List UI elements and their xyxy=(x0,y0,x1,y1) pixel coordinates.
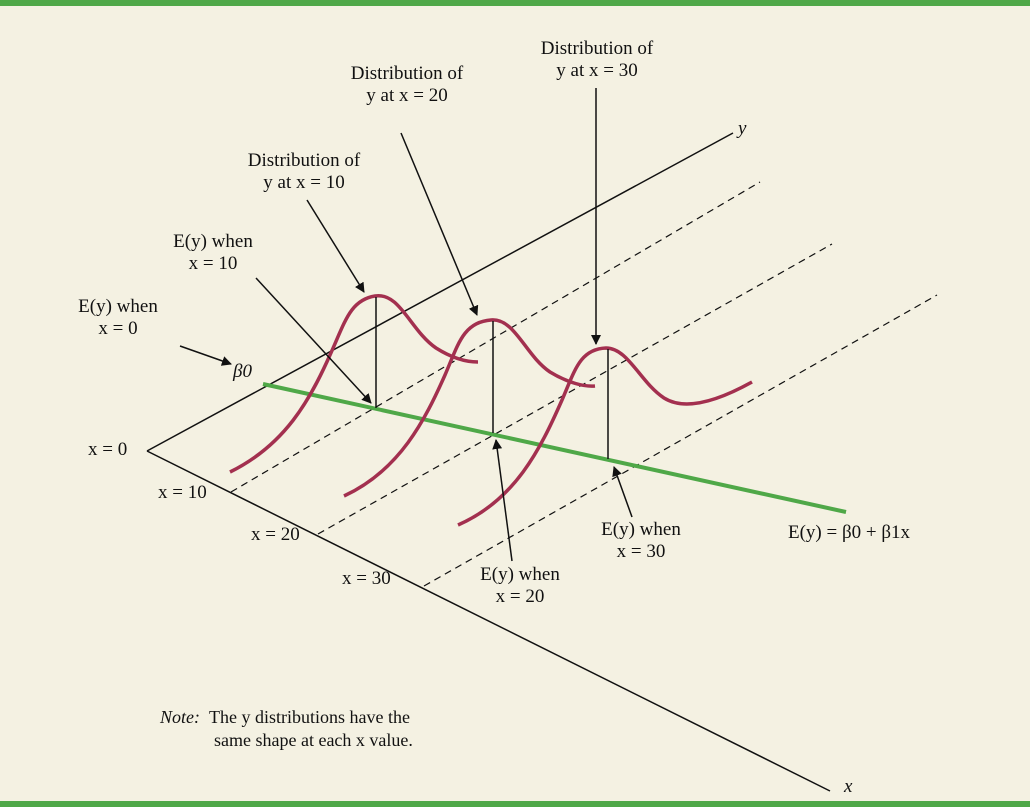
label-ey-x30: E(y) when x = 30 xyxy=(601,519,681,562)
note-prefix: Note: xyxy=(160,707,200,727)
distribution-curve-x30 xyxy=(457,346,753,527)
x-tick-20: x = 20 xyxy=(251,524,300,545)
x-tick-10: x = 10 xyxy=(158,482,207,503)
x-axis-line xyxy=(146,450,831,792)
arrow-ey-x0 xyxy=(179,345,232,366)
arrow-ey-x10 xyxy=(255,277,372,404)
label-regression-equation: E(y) = β0 + β1x xyxy=(788,522,911,543)
note: Note: The y distributions have the same … xyxy=(160,706,413,752)
distribution-curve-x10 xyxy=(229,294,479,474)
arrow-dist-x10 xyxy=(306,199,365,293)
dashed-line-x20 xyxy=(317,243,833,535)
arrow-ey-x20 xyxy=(492,439,513,562)
regression-line xyxy=(262,382,847,514)
label-beta0: β0 xyxy=(233,361,252,382)
top-frame-bar xyxy=(0,0,1030,6)
note-line-2: same shape at each x value. xyxy=(214,730,413,750)
label-ey-x10: E(y) when x = 10 xyxy=(173,231,253,274)
label-distribution-x30: Distribution of y at x = 30 xyxy=(540,38,654,81)
figure-panel xyxy=(0,6,1030,801)
note-line-1: The y distributions have the xyxy=(209,707,410,727)
label-ey-x0: E(y) when x = 0 xyxy=(78,296,158,339)
arrow-ey-x30 xyxy=(612,466,633,518)
y-axis-line xyxy=(146,132,734,452)
dashed-line-x10 xyxy=(230,181,761,493)
label-distribution-x20: Distribution of y at x = 20 xyxy=(350,63,464,106)
label-ey-x20: E(y) when x = 20 xyxy=(480,564,560,607)
bottom-frame-bar xyxy=(0,801,1030,807)
arrow-dist-x20 xyxy=(400,132,479,316)
x-tick-0: x = 0 xyxy=(88,439,128,460)
distribution-curve-x20 xyxy=(343,318,596,498)
x-tick-30: x = 30 xyxy=(342,568,391,589)
label-distribution-x10: Distribution of y at x = 10 xyxy=(247,150,361,193)
x-axis-label: x xyxy=(844,776,853,797)
y-axis-label: y xyxy=(738,118,747,139)
